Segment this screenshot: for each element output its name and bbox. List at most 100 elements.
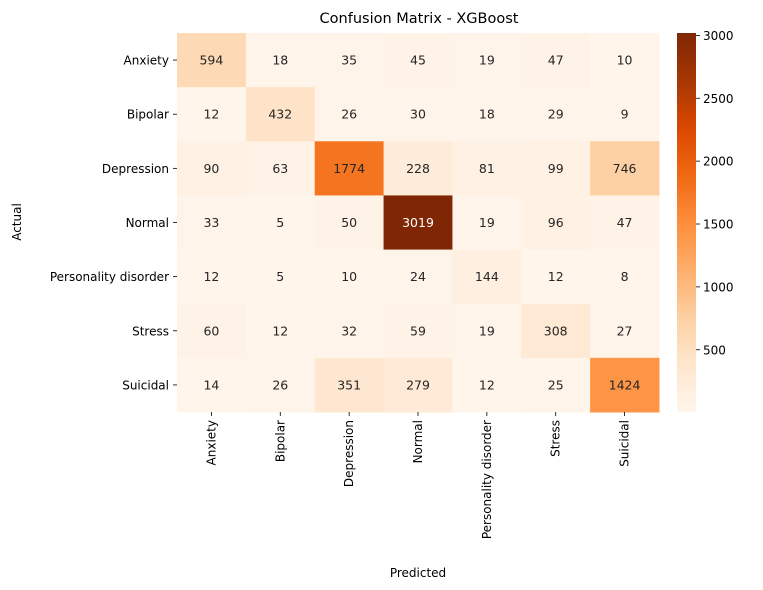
heatmap-cell bbox=[452, 195, 522, 251]
heatmap-cell bbox=[521, 141, 591, 196]
cell-value-label: 18 bbox=[479, 107, 495, 122]
cell-value-label: 228 bbox=[406, 161, 430, 176]
heatmap-cell bbox=[177, 141, 247, 196]
heatmap-cell bbox=[590, 195, 660, 251]
heatmap-cell bbox=[452, 33, 522, 88]
heatmap-cell bbox=[383, 87, 453, 142]
heatmap-cell bbox=[590, 357, 660, 413]
heatmap-cell bbox=[314, 303, 385, 359]
cell-value-label: 19 bbox=[479, 53, 495, 68]
colorbar-tick-label: 2000 bbox=[703, 155, 734, 169]
cell-value-label: 47 bbox=[617, 215, 633, 230]
heatmap-cell bbox=[383, 33, 453, 88]
colorbar-tick-label: 1000 bbox=[703, 280, 734, 294]
heatmap-cell bbox=[452, 357, 522, 413]
cell-value-label: 45 bbox=[410, 53, 426, 68]
heatmap-cell bbox=[245, 195, 316, 251]
cell-value-label: 1424 bbox=[609, 377, 641, 392]
heatmap-cell bbox=[314, 357, 385, 413]
heatmap-cell bbox=[245, 141, 316, 196]
y-axis-label: Actual bbox=[10, 203, 24, 241]
y-tick-label: Personality disorder bbox=[50, 270, 169, 284]
colorbar-tick-label: 500 bbox=[703, 343, 726, 357]
heatmap-cell bbox=[314, 87, 385, 142]
cell-value-label: 746 bbox=[613, 161, 637, 176]
x-tick-label: Normal bbox=[411, 420, 425, 463]
heatmap-cell bbox=[521, 357, 591, 413]
heatmap-cell bbox=[383, 303, 453, 359]
cell-value-label: 351 bbox=[337, 377, 361, 392]
cell-value-label: 25 bbox=[548, 377, 564, 392]
heatmap-cell bbox=[314, 141, 385, 196]
heatmap-cell bbox=[314, 33, 385, 88]
heatmap-cell bbox=[590, 33, 660, 88]
cell-value-label: 29 bbox=[548, 107, 564, 122]
y-tick-label: Depression bbox=[102, 162, 169, 176]
cell-value-label: 27 bbox=[617, 323, 633, 338]
x-tick-label: Personality disorder bbox=[480, 420, 494, 539]
heatmap-cell bbox=[590, 303, 660, 359]
cell-value-label: 10 bbox=[341, 269, 357, 284]
cell-value-label: 9 bbox=[621, 107, 629, 122]
heatmap-cell bbox=[245, 357, 316, 413]
cell-value-label: 81 bbox=[479, 161, 495, 176]
cell-value-label: 90 bbox=[203, 161, 219, 176]
heatmap-cell bbox=[314, 249, 385, 305]
heatmap-cell bbox=[452, 141, 522, 196]
cell-value-label: 432 bbox=[268, 107, 292, 122]
heatmap-cell bbox=[521, 249, 591, 305]
heatmap-cell bbox=[452, 249, 522, 305]
cell-value-label: 99 bbox=[548, 161, 564, 176]
cell-value-label: 26 bbox=[272, 377, 288, 392]
cell-value-label: 12 bbox=[548, 269, 564, 284]
heatmap-cell bbox=[383, 249, 453, 305]
heatmap-cell bbox=[521, 195, 591, 251]
heatmap-cell bbox=[590, 141, 660, 196]
heatmap-cell bbox=[245, 87, 316, 142]
heatmap-cell bbox=[314, 195, 385, 251]
heatmap-cell bbox=[177, 249, 247, 305]
heatmap-cell-labels: 594 18 35 45 19 47 10 12 432 26 30 18 29 9 90 63 1774 228… bbox=[199, 53, 640, 393]
heatmap-cell bbox=[177, 87, 247, 142]
colorbar-tick-label: 2500 bbox=[703, 92, 734, 106]
heatmap-cell bbox=[521, 87, 591, 142]
cell-value-label: 19 bbox=[479, 323, 495, 338]
cell-value-label: 32 bbox=[341, 323, 357, 338]
cell-value-label: 1774 bbox=[333, 161, 365, 176]
cell-value-label: 19 bbox=[479, 215, 495, 230]
cell-value-label: 12 bbox=[203, 269, 219, 284]
heatmap-cell bbox=[177, 303, 247, 359]
x-tick-label: Suicidal bbox=[618, 420, 632, 467]
cell-value-label: 96 bbox=[548, 215, 564, 230]
heatmap-cell bbox=[245, 303, 316, 359]
y-tick-label: Anxiety bbox=[124, 54, 169, 68]
heatmap-cell bbox=[452, 87, 522, 142]
y-tick-label: Suicidal bbox=[122, 378, 169, 392]
heatmap-cell bbox=[521, 303, 591, 359]
cell-value-label: 63 bbox=[272, 161, 288, 176]
y-tick-label: Stress bbox=[132, 324, 169, 338]
cell-value-label: 10 bbox=[617, 53, 633, 68]
cell-value-label: 60 bbox=[203, 323, 219, 338]
y-axis-ticks: Anxiety Bipolar Depression Normal Personalit… bbox=[50, 54, 177, 392]
cell-value-label: 12 bbox=[203, 107, 219, 122]
heatmap-cell bbox=[383, 195, 453, 251]
heatmap-cell bbox=[590, 87, 660, 142]
cell-value-label: 12 bbox=[272, 323, 288, 338]
heatmap-cell bbox=[245, 33, 316, 88]
cell-value-label: 8 bbox=[621, 269, 629, 284]
cell-value-label: 279 bbox=[406, 377, 430, 392]
cell-value-label: 5 bbox=[276, 215, 284, 230]
cell-value-label: 33 bbox=[203, 215, 219, 230]
x-tick-label: Bipolar bbox=[273, 420, 287, 462]
heatmap-cells bbox=[177, 33, 660, 413]
colorbar-tick-label: 3000 bbox=[703, 29, 734, 43]
heatmap-cell bbox=[383, 357, 453, 413]
colorbar-ticks: 500 1000 1500 2000 2500 3000 bbox=[696, 29, 734, 357]
cell-value-label: 30 bbox=[410, 107, 426, 122]
x-tick-label: Stress bbox=[549, 420, 563, 457]
x-tick-label: Depression bbox=[342, 420, 356, 487]
cell-value-label: 59 bbox=[410, 323, 426, 338]
y-tick-label: Bipolar bbox=[127, 108, 169, 122]
